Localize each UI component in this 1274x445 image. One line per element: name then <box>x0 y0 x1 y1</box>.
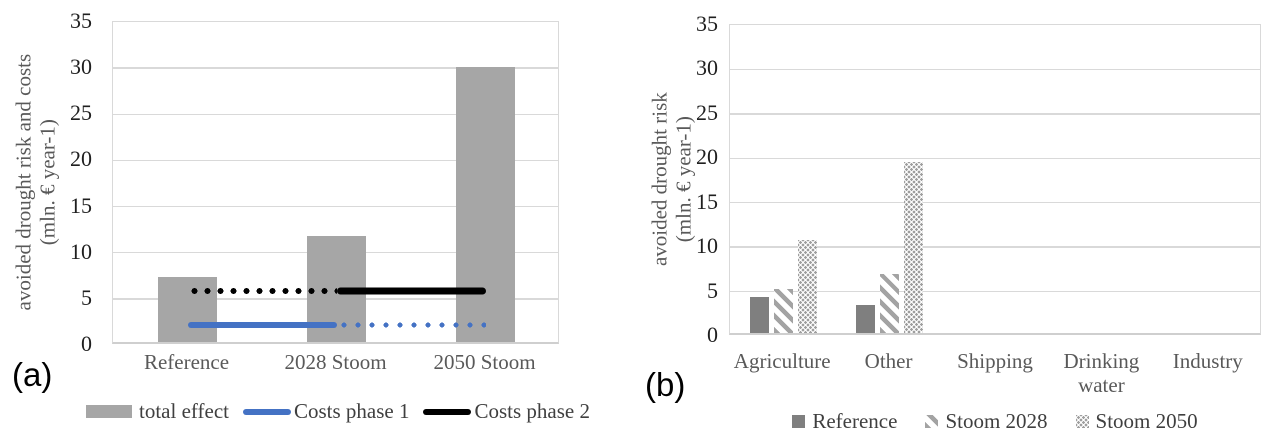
bar-stoom-2050-other <box>904 161 924 333</box>
y-tick-label: 20 <box>696 144 718 170</box>
x-category-label-agriculture: Agriculture <box>733 349 831 373</box>
line-costs-phase-1-dotted-segment <box>336 321 486 328</box>
y-tick-label: 0 <box>707 322 718 347</box>
x-category-label-2028-stoom: 2028 Stoom <box>284 350 387 374</box>
y-tick-label: 5 <box>707 277 718 303</box>
y-tick-labels-a: 0 5 10 15 20 25 30 35 <box>28 10 92 355</box>
gridline <box>730 68 1260 71</box>
legend-a: total effect Costs phase 1 Costs phase 2 <box>86 399 590 424</box>
line-costs-phase-2-dotted-segment <box>187 287 337 295</box>
bar-reference-other <box>856 305 876 333</box>
y-tick-label: 35 <box>70 8 92 33</box>
gridline <box>113 205 558 208</box>
x-category-label-other: Other <box>864 349 913 373</box>
y-tick-label: 30 <box>696 55 718 81</box>
legend-item-costs-phase-2: Costs phase 2 <box>423 399 590 424</box>
bar-stoom-2050-agriculture <box>797 239 817 333</box>
y-tick-label: 20 <box>70 146 92 172</box>
legend-item-reference: Reference <box>792 409 897 434</box>
x-category-label-shipping: Shipping <box>957 349 1033 373</box>
x-category-label-2050-stoom: 2050 Stoom <box>433 350 536 374</box>
legend-label: Reference <box>812 409 898 433</box>
legend-label: Stoom 2050 <box>1095 409 1198 433</box>
gridline <box>730 157 1260 160</box>
bar-reference-agriculture <box>749 297 769 333</box>
legend-swatch-hatch-square <box>925 415 939 428</box>
y-tick-label: 35 <box>696 11 718 36</box>
y-tick-label: 15 <box>70 192 92 218</box>
gridline <box>730 113 1260 115</box>
legend-label: total effect <box>139 399 229 423</box>
x-category-label-drinking-water: Drinking water <box>1063 349 1140 397</box>
panel-label-b: (b) <box>645 366 686 403</box>
legend-label: Costs phase 2 <box>474 399 590 423</box>
gridline <box>730 201 1260 204</box>
bar-stoom-2028-other <box>880 274 900 333</box>
legend-swatch-blue-line <box>242 408 291 415</box>
gridline <box>730 246 1260 248</box>
y-tick-label: 0 <box>81 331 92 356</box>
legend-item-stoom-2028: Stoom 2028 <box>925 409 1048 434</box>
legend-label: Costs phase 1 <box>293 399 410 423</box>
gridline <box>730 290 1260 293</box>
legend-item-costs-phase-1: Costs phase 1 <box>242 399 410 424</box>
plot-area-b <box>729 24 1261 335</box>
gridline <box>113 159 558 162</box>
legend-item-stoom-2050: Stoom 2050 <box>1075 409 1198 434</box>
y-tick-label: 30 <box>70 54 92 80</box>
y-tick-label: 15 <box>696 188 718 214</box>
line-costs-phase-1-solid-segment <box>187 321 337 328</box>
legend-b: Reference Stoom 2028 Stoom 2050 <box>729 409 1261 434</box>
bar-stoom-2028-agriculture <box>773 289 793 333</box>
x-category-label-industry: Industry <box>1172 349 1243 373</box>
gridline <box>113 113 558 116</box>
line-costs-phase-2-solid-segment <box>336 287 486 295</box>
y-tick-label: 10 <box>696 233 718 259</box>
y-tick-label: 25 <box>70 100 92 126</box>
gridline <box>113 67 558 69</box>
x-category-label-reference: Reference <box>143 350 230 374</box>
legend-swatch-black-line <box>423 408 472 415</box>
y-tick-label: 5 <box>81 284 92 310</box>
legend-swatch-dots-square <box>1075 415 1089 428</box>
legend-item-total-effect: total effect <box>86 399 229 424</box>
y-tick-label: 10 <box>70 238 92 264</box>
legend-swatch-solid-square <box>792 415 806 428</box>
y-tick-label: 25 <box>696 99 718 125</box>
legend-swatch-gray-bar <box>86 405 132 418</box>
plot-area-a <box>112 21 559 344</box>
y-tick-labels-b: 0 5 10 15 20 25 30 35 <box>654 13 718 346</box>
panel-label-a: (a) <box>12 356 53 393</box>
bar-total-effect-2050-stoom <box>456 67 515 342</box>
legend-label: Stoom 2028 <box>945 409 1048 433</box>
